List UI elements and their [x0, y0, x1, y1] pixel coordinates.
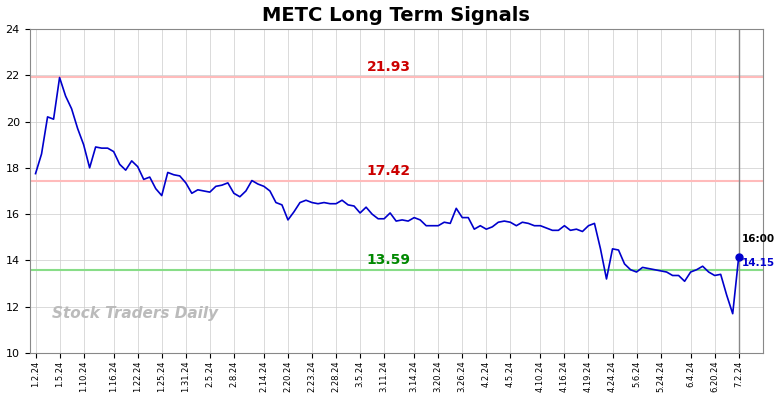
- Text: Stock Traders Daily: Stock Traders Daily: [52, 306, 218, 321]
- Text: 16:00: 16:00: [742, 234, 775, 244]
- Text: 21.93: 21.93: [367, 60, 411, 74]
- Title: METC Long Term Signals: METC Long Term Signals: [262, 6, 530, 25]
- Text: 17.42: 17.42: [367, 164, 411, 178]
- Text: 13.59: 13.59: [367, 253, 411, 267]
- Text: 14.15: 14.15: [742, 258, 775, 268]
